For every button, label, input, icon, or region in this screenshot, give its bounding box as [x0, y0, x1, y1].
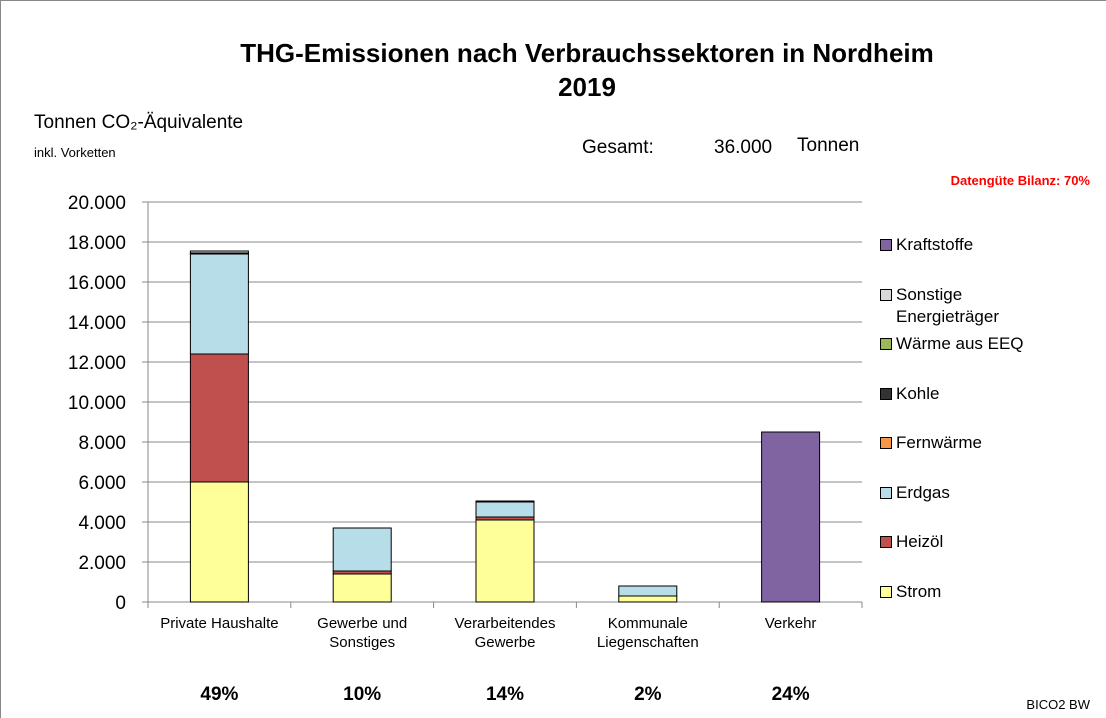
legend-item: Kohle	[880, 383, 939, 405]
share-label: 24%	[772, 684, 810, 705]
bar-segment	[475, 501, 535, 518]
bar-segment	[618, 595, 678, 603]
legend-swatch	[880, 338, 892, 350]
legend-item: Sonstige Energieträger	[880, 284, 999, 328]
share-label: 10%	[343, 684, 381, 705]
legend-item: Fernwärme	[880, 432, 982, 454]
bar-segment	[332, 573, 392, 603]
y-axis-label: Tonnen CO₂-Äquivalente	[34, 112, 243, 133]
x-tick-label: Gewerbe und Sonstiges	[317, 615, 408, 651]
total-label: Gesamt:	[582, 137, 654, 158]
bar-segment	[475, 500, 535, 503]
share-label: 2%	[634, 684, 662, 705]
legend-swatch	[880, 536, 892, 548]
legend-swatch	[880, 387, 892, 400]
source: BICO2 BW	[1026, 697, 1090, 712]
x-tick-label: Kommunale Liegenschaften	[596, 615, 699, 651]
x-tick-label: Private Haushalte	[160, 615, 279, 632]
legend-swatch	[880, 239, 892, 251]
y-tick-label: 18.000	[68, 233, 126, 254]
bar-segment	[332, 527, 392, 572]
total-unit: Tonnen	[797, 135, 859, 156]
legend-label: Heizöl	[896, 532, 944, 551]
legend-item: Strom	[880, 581, 941, 603]
legend-label: Strom	[896, 581, 942, 601]
legend-label: Fernwärme	[896, 433, 982, 452]
x-tick-label: Verarbeitendes Gewerbe	[454, 615, 556, 651]
legend-item: Heizöl	[880, 531, 943, 553]
bar-segment	[189, 250, 249, 254]
y-tick-label: 8.000	[78, 433, 126, 454]
bar-segment	[189, 253, 249, 355]
bar-segment	[475, 519, 535, 603]
legend-label: Kohle	[896, 383, 940, 403]
legend-swatch	[880, 288, 892, 301]
share-label: 49%	[200, 684, 238, 705]
y-tick-label: 2.000	[78, 553, 126, 574]
y-tick-label: 14.000	[68, 313, 126, 334]
bar-segment	[189, 481, 249, 603]
total-value: 36.000	[714, 137, 772, 158]
y-tick-label: 6.000	[78, 473, 126, 494]
bar-segment	[189, 353, 249, 483]
bar-segment	[618, 585, 678, 597]
legend-swatch	[880, 437, 892, 449]
y-tick-label: 20.000	[68, 193, 126, 214]
y-tick-label: 4.000	[78, 513, 126, 534]
chart-subtitle: 2019	[558, 72, 616, 102]
share-label: 14%	[486, 684, 524, 705]
legend-label: Kraftstoffe	[896, 235, 974, 254]
legend-item: Kraftstoffe	[880, 234, 973, 256]
y-axis-note: inkl. Vorketten	[34, 145, 116, 160]
y-tick-label: 10.000	[68, 393, 126, 414]
bar-segment	[761, 431, 821, 603]
legend-label: Wärme aus EEQ	[896, 334, 1024, 353]
y-tick-label: 16.000	[68, 273, 126, 294]
legend-swatch	[880, 585, 892, 598]
legend-label: Sonstige Energieträger	[896, 284, 1000, 326]
legend-item: Wärme aus EEQ	[880, 333, 1024, 355]
chart-title: THG-Emissionen nach Verbrauchssektoren i…	[240, 38, 934, 68]
legend-item: Erdgas	[880, 482, 950, 504]
x-tick-label: Verkehr	[764, 615, 817, 632]
legend-swatch	[880, 486, 892, 499]
y-tick-label: 12.000	[68, 353, 126, 374]
y-tick-label: 0	[115, 593, 126, 614]
legend-label: Erdgas	[896, 482, 950, 502]
quality-note: Datengüte Bilanz: 70%	[951, 173, 1091, 188]
